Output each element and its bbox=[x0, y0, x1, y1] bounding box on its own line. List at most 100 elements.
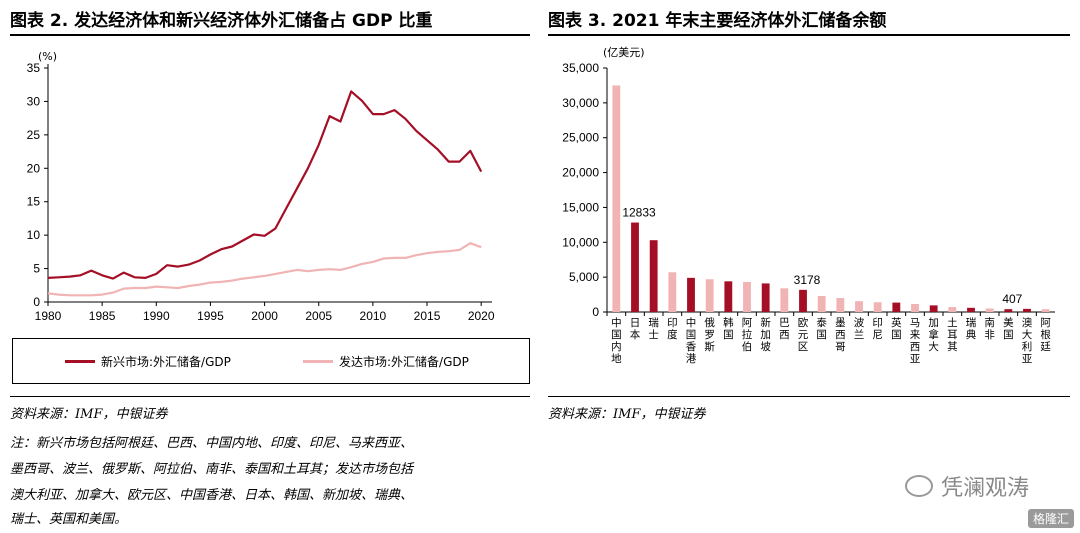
bar-21 bbox=[1004, 309, 1013, 312]
corner-logo: 格隆汇 bbox=[1027, 509, 1074, 528]
line-x-tick-label: 2010 bbox=[360, 309, 387, 323]
bar-y-tick-label: 30,000 bbox=[562, 96, 599, 110]
left-note-line-4: 瑞士、英国和美国。 bbox=[10, 512, 128, 527]
bar-15 bbox=[892, 302, 901, 312]
bar-4 bbox=[687, 277, 695, 312]
left-note-line-2: 墨西哥、波兰、俄罗斯、阿拉伯、南非、泰国和土耳其；发达市场包括 bbox=[10, 462, 414, 477]
line-x-tick-label: 1985 bbox=[89, 309, 116, 323]
bar-category-label: 波兰 bbox=[854, 316, 865, 341]
line-y-tick-label: 30 bbox=[27, 94, 41, 108]
bar-19 bbox=[967, 307, 975, 312]
line-y-tick-label: 15 bbox=[27, 195, 41, 209]
line-y-tick-label: 20 bbox=[27, 161, 41, 175]
bar-y-tick-label: 20,000 bbox=[562, 166, 599, 180]
line-series-developed bbox=[47, 242, 482, 297]
bar-22 bbox=[1023, 308, 1031, 312]
line-x-tick-label: 2000 bbox=[251, 309, 278, 323]
legend-label-emerging: 新兴市场:外汇储备/GDP bbox=[101, 355, 231, 369]
bar-category-label: 韩国 bbox=[723, 316, 734, 341]
bar-category-label: 阿根廷 bbox=[1040, 317, 1051, 353]
bar-category-label: 中国内地 bbox=[611, 316, 622, 365]
bar-11 bbox=[817, 295, 826, 312]
bar-3 bbox=[668, 272, 677, 312]
bar-y-unit: (亿美元) bbox=[603, 46, 645, 59]
bar-y-tick-label: 0 bbox=[592, 305, 599, 319]
right-title-rule bbox=[548, 34, 1070, 36]
bar-category-label: 阿拉伯 bbox=[742, 317, 753, 353]
legend-item-emerging: 新兴市场:外汇储备/GDP bbox=[65, 353, 231, 370]
line-y-tick-label: 5 bbox=[33, 262, 40, 276]
line-y-tick-label: 35 bbox=[27, 61, 41, 75]
bar-category-label: 中国香港 bbox=[686, 316, 697, 365]
bar-20 bbox=[985, 308, 994, 312]
bar-17 bbox=[929, 305, 938, 312]
left-chart-title: 图表 2. 发达经济体和新兴经济体外汇储备占 GDP 比重 bbox=[10, 11, 433, 31]
line-x-tick-label: 1990 bbox=[143, 309, 170, 323]
bar-category-label: 土耳其 bbox=[947, 316, 958, 353]
bar-13 bbox=[855, 301, 863, 312]
bar-data-label: 12833 bbox=[622, 206, 656, 220]
bar-16 bbox=[911, 303, 919, 312]
bar-category-label: 瑞典 bbox=[966, 317, 977, 341]
bar-12 bbox=[836, 298, 845, 312]
line-x-tick-label: 2015 bbox=[414, 309, 441, 323]
bar-category-label: 瑞士 bbox=[648, 317, 659, 341]
watermark: 凭澜观涛 bbox=[905, 470, 1029, 502]
bar-data-label: 3178 bbox=[794, 273, 821, 287]
bar-category-label: 欧元区 bbox=[798, 317, 809, 353]
bar-2 bbox=[649, 240, 658, 312]
bar-chart: 0 5,000 10,000 15,000 20,000 25,000 30,000 35,0… bbox=[562, 46, 1055, 365]
line-x-tick-label: 2020 bbox=[468, 309, 495, 323]
bar-category-label: 新加坡 bbox=[760, 316, 771, 353]
bar-18 bbox=[948, 307, 957, 312]
bar-category-label: 印度 bbox=[667, 317, 678, 341]
line-y-tick-label: 25 bbox=[27, 128, 41, 142]
bar-6 bbox=[724, 281, 733, 312]
line-x-tick-label: 1995 bbox=[197, 309, 224, 323]
legend-swatch-emerging bbox=[65, 360, 95, 363]
bar-category-label: 泰国 bbox=[816, 316, 827, 341]
bar-7 bbox=[743, 282, 751, 312]
legend-item-developed: 发达市场:外汇储备/GDP bbox=[303, 353, 469, 370]
left-title-rule bbox=[10, 34, 530, 36]
wechat-icon bbox=[905, 475, 933, 497]
bar-category-label: 俄罗斯 bbox=[704, 317, 715, 353]
line-x-tick-label: 1980 bbox=[35, 309, 62, 323]
left-bottom-rule bbox=[10, 396, 530, 397]
bar-category-label: 加拿大 bbox=[928, 317, 939, 353]
bar-14 bbox=[873, 302, 882, 312]
bar-y-tick-label: 35,000 bbox=[562, 61, 599, 75]
bar-category-label: 澳大利亚 bbox=[1022, 316, 1033, 365]
bar-category-label: 日本 bbox=[630, 317, 641, 341]
left-source: 资料来源：IMF，中银证券 bbox=[10, 407, 168, 422]
legend-label-developed: 发达市场:外汇储备/GDP bbox=[339, 355, 469, 369]
bar-y-tick-label: 15,000 bbox=[562, 200, 599, 214]
bar-10 bbox=[799, 289, 807, 312]
left-note-line-3: 澳大利亚、加拿大、欧元区、中国香港、日本、韩国、新加坡、瑞典、 bbox=[10, 488, 414, 503]
bar-y-tick-label: 25,000 bbox=[562, 131, 599, 145]
right-source: 资料来源：IMF，中银证券 bbox=[548, 407, 706, 422]
legend-swatch-developed bbox=[303, 360, 333, 363]
bar-0 bbox=[612, 85, 621, 312]
line-series-emerging bbox=[47, 90, 483, 280]
bar-category-label: 马来西亚 bbox=[910, 317, 921, 365]
line-y-unit: (%) bbox=[38, 50, 57, 63]
line-chart: 0 5 10 15 20 25 30 35(%) 1980 1985 1990 1995 2000 200… bbox=[27, 50, 495, 323]
bar-category-label: 英国 bbox=[891, 316, 902, 341]
bar-y-tick-label: 10,000 bbox=[562, 235, 599, 249]
bar-y-tick-label: 5,000 bbox=[569, 270, 599, 284]
right-chart-title: 图表 3. 2021 年末主要经济体外汇储备余额 bbox=[548, 11, 887, 31]
bar-category-label: 墨西哥 bbox=[835, 317, 846, 353]
left-note-line-1: 注：新兴市场包括阿根廷、巴西、中国内地、印度、印尼、马来西亚、 bbox=[10, 436, 414, 451]
line-x-tick-label: 2005 bbox=[305, 309, 332, 323]
bar-23 bbox=[1041, 309, 1050, 312]
bar-category-label: 巴西 bbox=[779, 317, 790, 341]
line-chart-legend: 新兴市场:外汇储备/GDP 发达市场:外汇储备/GDP bbox=[12, 338, 530, 384]
line-y-tick-label: 10 bbox=[27, 228, 41, 242]
bar-8 bbox=[761, 283, 770, 312]
line-y-tick-label: 0 bbox=[33, 295, 40, 309]
bar-category-label: 南非 bbox=[984, 316, 995, 341]
watermark-text: 凭澜观涛 bbox=[941, 476, 1030, 501]
bar-1 bbox=[631, 222, 639, 312]
right-bottom-rule bbox=[548, 396, 1070, 397]
